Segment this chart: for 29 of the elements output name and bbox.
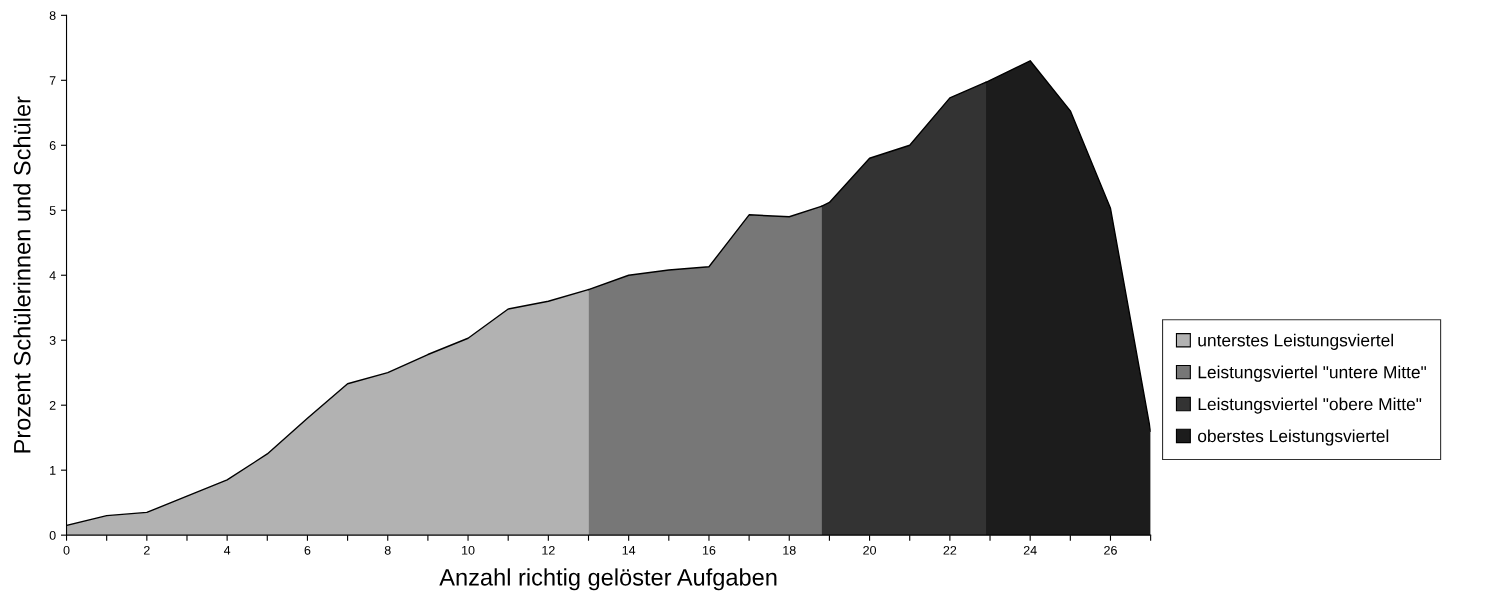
- x-tick-label: 26: [1104, 545, 1117, 555]
- y-tick-label: 7: [49, 76, 56, 85]
- legend-label: Leistungsviertel "untere Mitte": [1198, 365, 1426, 382]
- x-tick-label: 20: [863, 545, 877, 555]
- x-tick-label: 0: [63, 545, 70, 555]
- y-tick-label: 5: [49, 206, 56, 215]
- legend-label: oberstes Leistungsviertel: [1198, 429, 1389, 446]
- x-tick-label: 16: [702, 545, 716, 555]
- y-tick-label: 2: [49, 400, 56, 410]
- x-tick-label: 10: [462, 545, 475, 555]
- legend-label: Leistungsviertel "obere Mitte": [1198, 397, 1422, 414]
- y-tick-label: 3: [49, 336, 56, 345]
- y-tick-label: 8: [49, 11, 56, 20]
- y-tick-label: 0: [49, 530, 56, 540]
- x-tick-label: 2: [143, 545, 150, 555]
- x-tick-label: 8: [384, 545, 391, 555]
- x-tick-label: 22: [943, 545, 957, 555]
- x-tick-label: 4: [223, 546, 231, 555]
- x-tick-label: 18: [783, 545, 796, 555]
- y-tick-label: 6: [49, 141, 56, 150]
- x-tick-label: 14: [622, 546, 636, 555]
- legend-label: unterstes Leistungsviertel: [1198, 333, 1393, 350]
- x-tick-label: 24: [1023, 545, 1037, 555]
- x-axis-title: Anzahl richtig gelöster Aufgaben: [439, 568, 777, 591]
- x-tick-label: 6: [304, 545, 311, 555]
- y-tick-label: 1: [50, 466, 56, 475]
- y-axis-title: Prozent Schülerinnen und Schüler: [13, 96, 31, 453]
- y-tick-label: 4: [49, 271, 56, 280]
- x-tick-label: 12: [542, 545, 555, 555]
